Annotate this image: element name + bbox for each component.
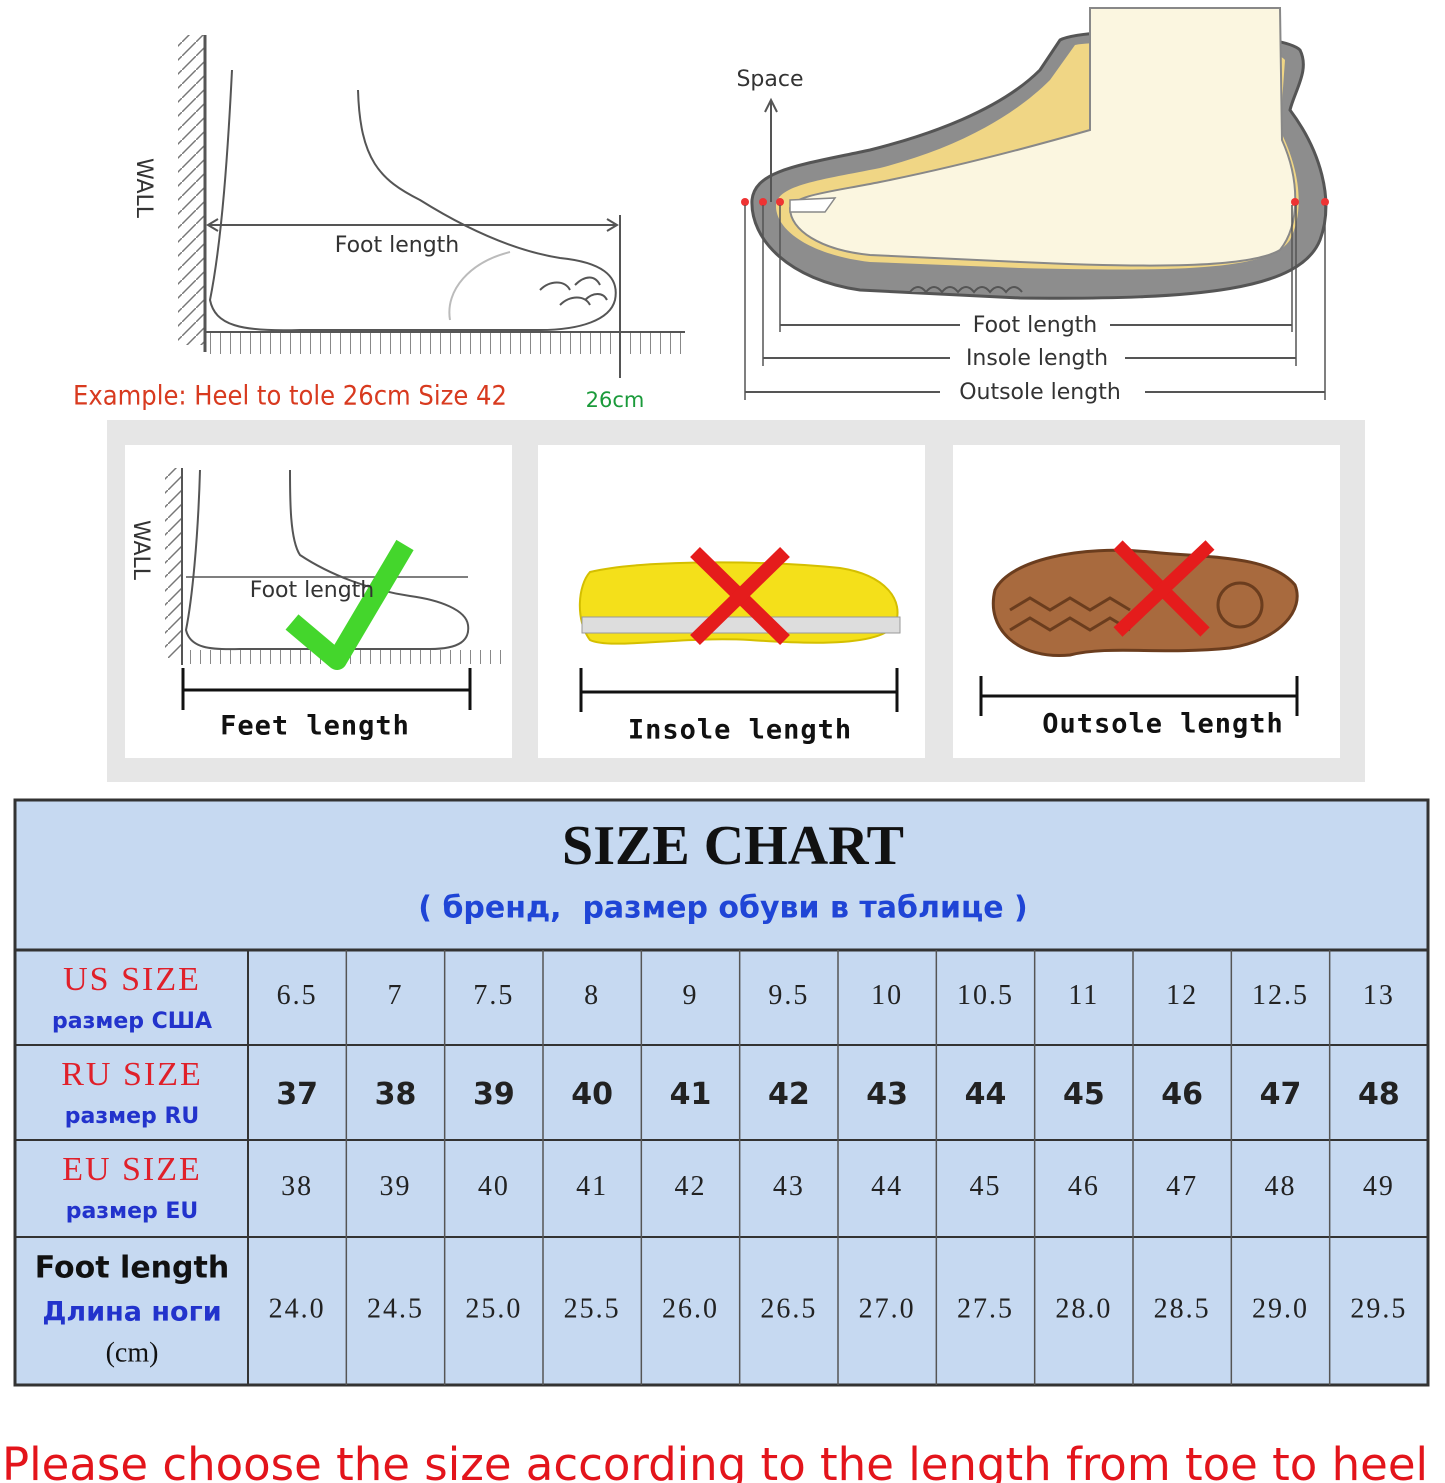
size-value: 29.0: [1252, 1293, 1309, 1324]
panel-insole: [578, 546, 901, 712]
size-value: 40: [478, 1171, 510, 1202]
size-value: 37: [276, 1077, 318, 1112]
foot-diagram: [178, 35, 685, 378]
foot-length-label: Foot length: [973, 313, 1098, 338]
size-value: 27.0: [859, 1293, 916, 1324]
foot-length-label: Foot length: [250, 578, 375, 603]
size-value: 13: [1363, 980, 1395, 1011]
size-value: 43: [773, 1171, 805, 1202]
row-label: RU SIZE: [61, 1056, 203, 1093]
size-value: 24.5: [367, 1293, 424, 1324]
foot-length-label: Foot length: [335, 233, 460, 258]
row-sublabel: Длина ноги: [42, 1297, 221, 1328]
size-value: 12.5: [1252, 980, 1309, 1011]
size-value: 25.5: [564, 1293, 621, 1324]
mark-label: 26cm: [586, 388, 645, 412]
size-value: 38: [281, 1171, 313, 1202]
panel: [125, 445, 512, 758]
row-label: US SIZE: [63, 961, 201, 998]
row-label: EU SIZE: [62, 1151, 202, 1188]
size-value: 47: [1166, 1171, 1198, 1202]
size-value: 26.0: [662, 1293, 719, 1324]
size-value: 40: [571, 1077, 613, 1112]
table-subtitle: ( бренд, размер обуви в таблице ): [418, 891, 1027, 926]
footer-note: Please choose the size according to the …: [2, 1438, 1428, 1483]
size-value: 41: [670, 1077, 712, 1112]
row-sublabel: размер EU: [66, 1199, 199, 1224]
size-value: 46: [1068, 1171, 1100, 1202]
size-value: 48: [1358, 1077, 1400, 1112]
size-value: 7.5: [473, 980, 514, 1011]
size-value: 47: [1260, 1077, 1302, 1112]
row-label: Foot length: [35, 1251, 229, 1286]
row-unit: (cm): [106, 1337, 159, 1368]
row-sublabel: размер США: [52, 1009, 212, 1034]
wall-label: WALL: [128, 520, 153, 581]
row-sublabel: размер RU: [65, 1104, 200, 1129]
size-value: 11: [1068, 980, 1099, 1011]
size-value: 29.5: [1350, 1293, 1407, 1324]
size-value: 9.5: [768, 980, 809, 1011]
size-value: 7: [388, 980, 404, 1011]
insole-length-label: Insole length: [966, 346, 1108, 371]
table-title: SIZE CHART: [562, 815, 904, 877]
size-value: 6.5: [277, 980, 318, 1011]
size-value: 27.5: [957, 1293, 1014, 1324]
size-value: 41: [576, 1171, 608, 1202]
size-value: 45: [1063, 1077, 1105, 1112]
size-value: 42: [768, 1077, 810, 1112]
size-value: 45: [970, 1171, 1002, 1202]
size-value: 9: [683, 980, 699, 1011]
size-value: 10: [871, 980, 903, 1011]
size-value: 48: [1265, 1171, 1297, 1202]
size-value: 24.0: [269, 1293, 326, 1324]
panel-caption: Outsole length: [1042, 709, 1284, 740]
size-value: 12: [1166, 980, 1198, 1011]
size-value: 42: [675, 1171, 707, 1202]
wall-label: WALL: [131, 158, 156, 219]
example-text: Example: Heel to tole 26cm Size 42: [73, 381, 507, 412]
panel-caption: Feet length: [220, 711, 410, 742]
size-value: 49: [1363, 1171, 1395, 1202]
size-table: [13, 798, 1430, 1387]
size-value: 28.5: [1154, 1293, 1211, 1324]
size-value: 26.5: [760, 1293, 817, 1324]
size-value: 8: [584, 980, 600, 1011]
shoe-diagram: [741, 7, 1329, 400]
size-value: 44: [965, 1077, 1007, 1112]
size-value: 39: [380, 1171, 412, 1202]
size-value: 25.0: [465, 1293, 522, 1324]
size-value: 28.0: [1055, 1293, 1112, 1324]
size-value: 39: [473, 1077, 515, 1112]
outsole-length-label: Outsole length: [959, 380, 1121, 405]
panel-outsole: [979, 540, 1299, 716]
size-value: 10.5: [957, 980, 1014, 1011]
size-value: 43: [866, 1077, 908, 1112]
space-label: Space: [736, 67, 803, 92]
panel-caption: Insole length: [628, 715, 852, 746]
table-body: US SIZE размер США 6.5 7 7.5 8 9 9.5 10 10.5 11 12 1…: [15, 950, 1428, 1386]
size-value: 38: [375, 1077, 417, 1112]
size-value: 44: [871, 1171, 903, 1202]
size-value: 46: [1161, 1077, 1203, 1112]
panel-foot: [165, 468, 502, 710]
